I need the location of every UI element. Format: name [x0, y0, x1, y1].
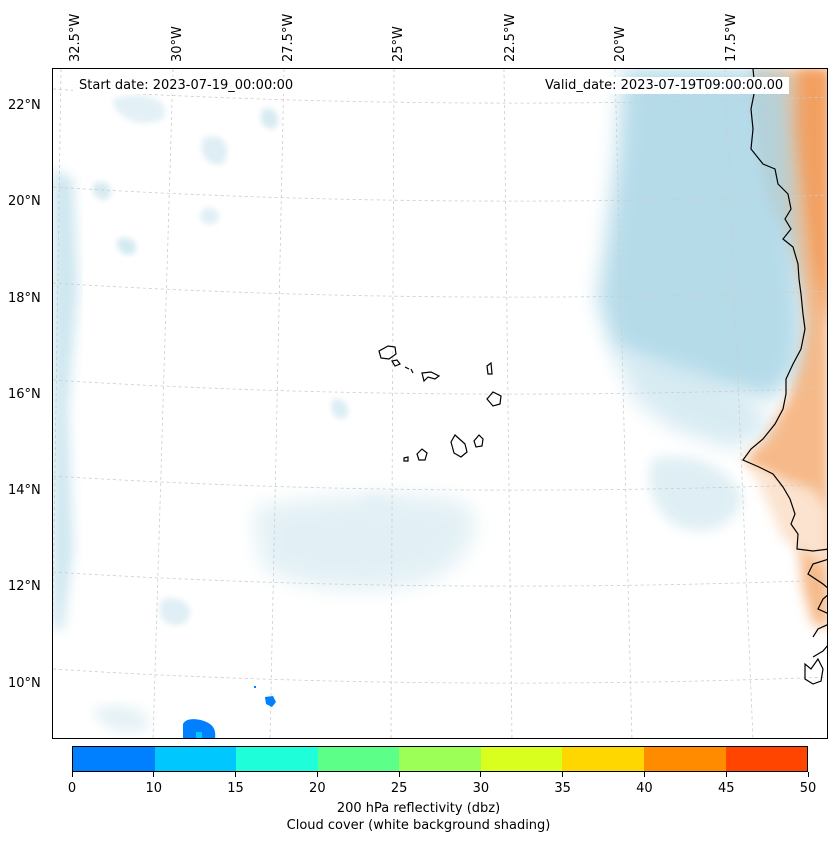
lon-label-25w: 25°W [391, 26, 406, 62]
colorbar-segment-3 [317, 747, 400, 771]
colorbar-segment-6 [562, 747, 644, 771]
colorbar-tick-mark [807, 772, 809, 777]
colorbar-tick-label: 35 [554, 781, 571, 796]
colorbar-caption-line1: 200 hPa reflectivity (dbz) [336, 801, 501, 816]
colorbar-tick-label: 40 [636, 781, 653, 796]
colorbar-tick-label: 20 [309, 781, 326, 796]
lon-label-20w: 20°W [613, 26, 628, 62]
colorbar-caption-line2: Cloud cover (white background shading) [286, 818, 551, 833]
colorbar-segment-8 [725, 747, 808, 771]
colorbar-tick-mark [643, 772, 645, 777]
gridlines [53, 69, 827, 738]
lat-label-12n: 12°N [8, 579, 41, 594]
colorbar-tick-label: 45 [717, 781, 735, 796]
lat-label-20n: 20°N [8, 194, 41, 209]
colorbar-tick-mark [235, 772, 237, 777]
lon-label-17-5w: 17.5°W [724, 13, 739, 62]
land-shading [743, 69, 827, 629]
colorbar-tick-label: 30 [472, 781, 490, 796]
lon-label-32-5w: 32.5°W [68, 13, 83, 62]
cape-verde-islands [378, 345, 502, 462]
reflectivity-cells [183, 686, 276, 738]
colorbar-tick-label: 15 [227, 781, 244, 796]
cloud-cover [53, 69, 803, 733]
africa-coastline [742, 69, 827, 685]
colorbar-tick-mark [725, 772, 727, 777]
colorbar-segment-1 [154, 747, 237, 771]
colorbar-tick-mark [153, 772, 155, 777]
start-date-label: Start date: 2023-07-19_00:00:00 [73, 77, 300, 94]
lon-label-30w: 30°W [170, 26, 185, 62]
colorbar-tick-mark [398, 772, 400, 777]
lat-label-22n: 22°N [8, 98, 41, 113]
valid-date-label: Valid_date: 2023-07-19T09:00:00.00 [539, 77, 790, 94]
colorbar-segment-0 [73, 747, 155, 771]
colorbar-tick-mark [480, 772, 482, 777]
colorbar-tick-label: 10 [145, 781, 163, 796]
colorbar-tick-label: 50 [799, 781, 817, 796]
lat-label-14n: 14°N [8, 483, 41, 498]
colorbar-tick-mark [316, 772, 318, 777]
lat-label-16n: 16°N [8, 387, 41, 402]
colorbar-tick-mark [71, 772, 73, 777]
colorbar-segment-4 [399, 747, 481, 771]
lon-label-27-5w: 27.5°W [281, 13, 296, 62]
lat-label-18n: 18°N [8, 291, 41, 306]
lon-label-22-5w: 22.5°W [503, 13, 518, 62]
colorbar [72, 746, 808, 772]
colorbar-segment-7 [643, 747, 726, 771]
colorbar-tick-mark [562, 772, 564, 777]
colorbar-segment-2 [236, 747, 318, 771]
lat-label-10n: 10°N [8, 676, 41, 691]
colorbar-segment-5 [480, 747, 563, 771]
map-area[interactable] [52, 68, 828, 739]
colorbar-tick-label: 25 [390, 781, 408, 796]
colorbar-tick-label: 0 [67, 781, 77, 796]
